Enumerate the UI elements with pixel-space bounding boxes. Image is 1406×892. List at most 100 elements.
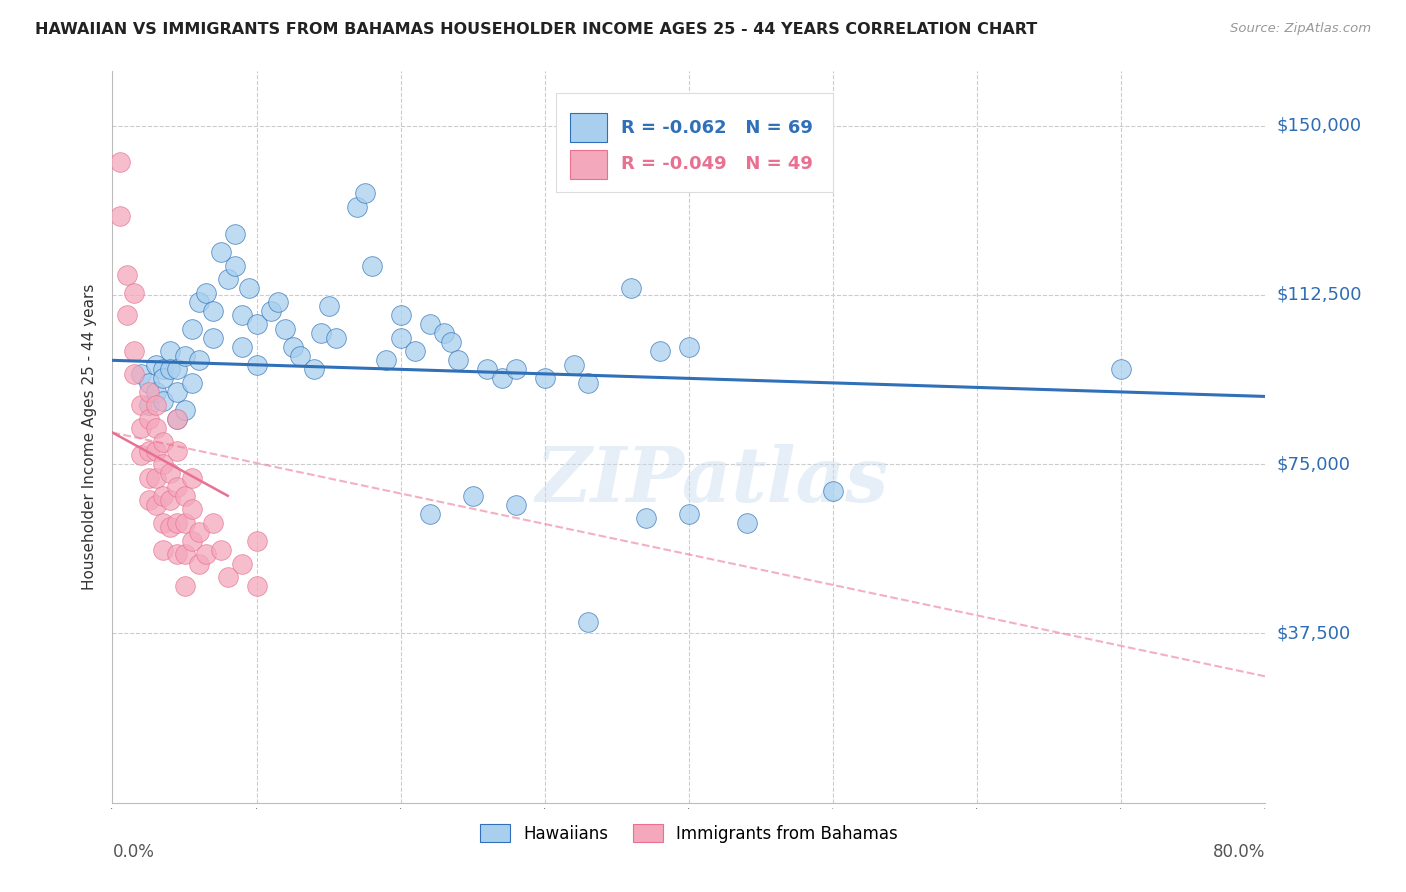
Point [166, 362, 188, 376]
Point [353, 186, 375, 201]
Point [145, 358, 167, 372]
Point [115, 308, 138, 322]
Point [311, 326, 333, 341]
Point [735, 516, 758, 530]
Point [202, 516, 225, 530]
Point [180, 533, 202, 548]
Point [634, 511, 657, 525]
Point [419, 507, 441, 521]
Text: $75,000: $75,000 [1277, 455, 1351, 473]
Point [231, 557, 253, 571]
Point [152, 362, 174, 376]
Text: HAWAIIAN VS IMMIGRANTS FROM BAHAMAS HOUSEHOLDER INCOME AGES 25 - 44 YEARS CORREL: HAWAIIAN VS IMMIGRANTS FROM BAHAMAS HOUS… [35, 22, 1038, 37]
Point [246, 317, 269, 331]
Point [145, 399, 167, 413]
Point [122, 367, 145, 381]
Point [231, 340, 253, 354]
Point [217, 272, 239, 286]
FancyBboxPatch shape [571, 113, 607, 143]
Point [159, 362, 181, 376]
Point [152, 516, 174, 530]
Text: Source: ZipAtlas.com: Source: ZipAtlas.com [1230, 22, 1371, 36]
Point [138, 399, 160, 413]
Point [166, 480, 188, 494]
Point [650, 344, 672, 359]
Point [209, 543, 232, 558]
Point [188, 557, 211, 571]
Point [217, 570, 239, 584]
Point [209, 244, 232, 259]
Point [138, 376, 160, 390]
Text: $112,500: $112,500 [1277, 285, 1362, 304]
Point [159, 344, 181, 359]
Point [288, 349, 311, 363]
Point [491, 371, 513, 385]
Point [145, 443, 167, 458]
Point [346, 200, 368, 214]
Point [389, 331, 412, 345]
Point [389, 308, 412, 322]
Point [122, 344, 145, 359]
Point [195, 548, 218, 562]
Point [419, 317, 441, 331]
Text: R = -0.049   N = 49: R = -0.049 N = 49 [621, 155, 813, 173]
Point [152, 457, 174, 471]
Point [267, 294, 290, 309]
Point [145, 471, 167, 485]
Point [115, 268, 138, 282]
Point [260, 303, 283, 318]
Point [166, 412, 188, 426]
Point [145, 421, 167, 435]
Text: $150,000: $150,000 [1277, 117, 1361, 135]
Point [152, 543, 174, 558]
Point [325, 331, 347, 345]
Point [246, 358, 269, 372]
Point [159, 493, 181, 508]
Point [440, 335, 463, 350]
FancyBboxPatch shape [557, 94, 832, 192]
Point [246, 533, 269, 548]
Point [138, 443, 160, 458]
Point [180, 471, 202, 485]
Point [166, 412, 188, 426]
Point [678, 507, 700, 521]
Point [404, 344, 426, 359]
Point [173, 349, 195, 363]
Point [173, 579, 195, 593]
Point [620, 281, 643, 295]
Point [122, 285, 145, 300]
FancyBboxPatch shape [571, 150, 607, 179]
Point [447, 353, 470, 368]
Point [188, 524, 211, 539]
Point [180, 502, 202, 516]
Point [238, 281, 260, 295]
Point [274, 322, 297, 336]
Point [224, 227, 246, 241]
Point [108, 209, 131, 223]
Point [138, 493, 160, 508]
Legend: Hawaiians, Immigrants from Bahamas: Hawaiians, Immigrants from Bahamas [472, 818, 905, 849]
Point [129, 367, 153, 381]
Y-axis label: Householder Income Ages 25 - 44 years: Householder Income Ages 25 - 44 years [82, 284, 97, 591]
Point [318, 299, 340, 313]
Point [202, 331, 225, 345]
Point [166, 516, 188, 530]
Point [475, 362, 499, 376]
Point [138, 471, 160, 485]
Text: ZIPatlas: ZIPatlas [536, 444, 889, 518]
Point [152, 394, 174, 409]
Point [180, 322, 202, 336]
Point [166, 548, 188, 562]
Point [166, 384, 188, 399]
Point [224, 259, 246, 273]
Point [576, 615, 599, 630]
Point [505, 498, 527, 512]
Point [821, 484, 844, 499]
Point [173, 403, 195, 417]
Point [138, 412, 160, 426]
Point [145, 498, 167, 512]
Point [173, 548, 195, 562]
Point [195, 285, 218, 300]
Point [678, 340, 700, 354]
Point [159, 520, 181, 534]
